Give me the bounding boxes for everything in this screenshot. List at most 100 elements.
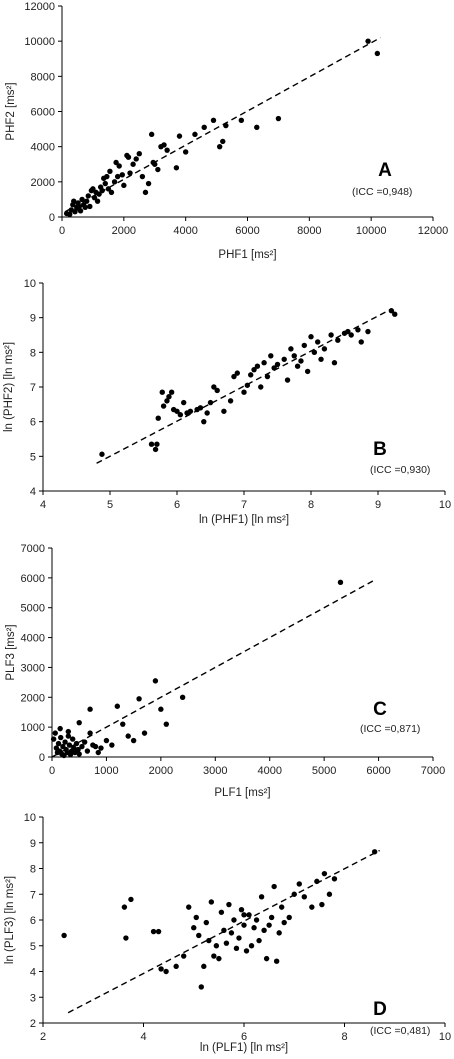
data-point [164,398,170,404]
data-point [123,935,129,941]
icc-annotation: (ICC =0,481) [370,1025,430,1037]
y-tick-label: 4 [30,967,36,979]
icc-annotation: (ICC =0,871) [360,723,420,735]
x-axis-label: ln (PLF1) [ln ms²] [200,1042,288,1054]
data-point [193,914,199,921]
data-point [271,365,277,371]
data-point [256,937,262,944]
panel-letter: B [373,439,387,460]
data-point [85,193,91,199]
y-tick-label: 9 [30,838,36,850]
x-tick-label: 10000 [356,225,387,237]
x-tick-label: 2000 [149,765,173,777]
data-point [288,346,294,352]
y-tick-label: 8 [30,347,36,359]
data-point [294,363,301,369]
data-point [241,389,247,395]
data-point [87,203,93,210]
data-point [223,122,229,129]
data-point [90,186,96,192]
data-point [388,308,395,314]
data-point [268,353,274,359]
data-point [197,405,204,411]
data-point [266,922,272,928]
data-point [192,131,198,138]
data-point [141,730,148,736]
data-point [244,382,251,388]
panel-c: 0 1000 2000 3000 4000 5000 6000 7000 0 1000 2000 30… [5,543,445,799]
data-point [158,706,164,712]
data-point [264,373,271,380]
data-point [281,919,287,926]
data-point [186,904,192,910]
data-point [125,154,132,160]
data-point [258,384,264,390]
data-point [67,211,73,218]
data-point [65,733,72,739]
y-axis-label: ln (PLF3) [ln ms²] [4,876,16,964]
data-point [208,899,215,905]
data-point [114,173,121,180]
data-point [326,891,333,897]
x-tick-label: 2000 [112,225,136,237]
data-point [196,932,202,939]
x-axis-label: PHF1 [ms²] [218,249,276,261]
data-point [77,208,84,214]
data-point [69,736,76,742]
x-tick-label: 5000 [312,765,336,777]
y-axis-label: ln (PHF2) [ln ms²] [3,342,15,432]
data-point [91,194,98,201]
x-tick-label: 4 [140,1031,146,1043]
data-point [318,356,324,362]
data-point [254,124,260,131]
data-point [98,745,104,751]
data-point [133,156,139,162]
data-point [99,451,105,457]
data-point [201,124,207,131]
data-point [241,912,247,918]
data-point [319,901,325,908]
y-tick-label: 4 [30,486,36,498]
data-point [286,914,292,921]
y-tick-label: 7 [30,382,36,394]
data-point [173,165,180,171]
data-point [104,173,110,180]
data-point [231,917,237,923]
data-point [79,196,85,203]
data-point [166,394,172,400]
y-tick-label: 7 [30,889,36,901]
data-point [331,360,338,366]
data-point [201,418,207,425]
data-point [154,441,160,447]
data-point [298,358,304,364]
panel-letter: D [373,999,387,1020]
data-point [95,749,101,756]
y-axis-label: PHF2 [ms²] [5,82,17,140]
data-point [119,172,125,178]
data-point [309,904,315,910]
panel-letter: C [373,699,387,720]
y-tick-label: 2000 [21,692,45,704]
data-point [221,408,227,414]
x-axis-label: PLF1 [ms²] [214,787,270,799]
y-tick-label: 12000 [24,1,55,13]
y-tick-label: 6 [30,915,36,927]
y-tick-label: 0 [49,212,55,224]
data-point [148,441,155,447]
data-point [251,366,257,373]
x-tick-label: 8 [308,499,314,511]
data-point [121,182,127,189]
data-point [76,203,83,210]
x-tick-label: 10 [439,499,451,511]
data-point [296,881,302,887]
trend-line [96,308,392,464]
data-point [163,721,169,727]
data-point [155,928,162,935]
data-point [211,384,217,390]
y-tick-label: 5000 [21,603,45,615]
icc-annotation: (ICC =0,930) [370,464,430,476]
data-point [164,147,170,153]
data-point [203,919,210,926]
x-tick-label: 12000 [418,225,449,237]
x-tick-label: 4000 [257,765,281,777]
